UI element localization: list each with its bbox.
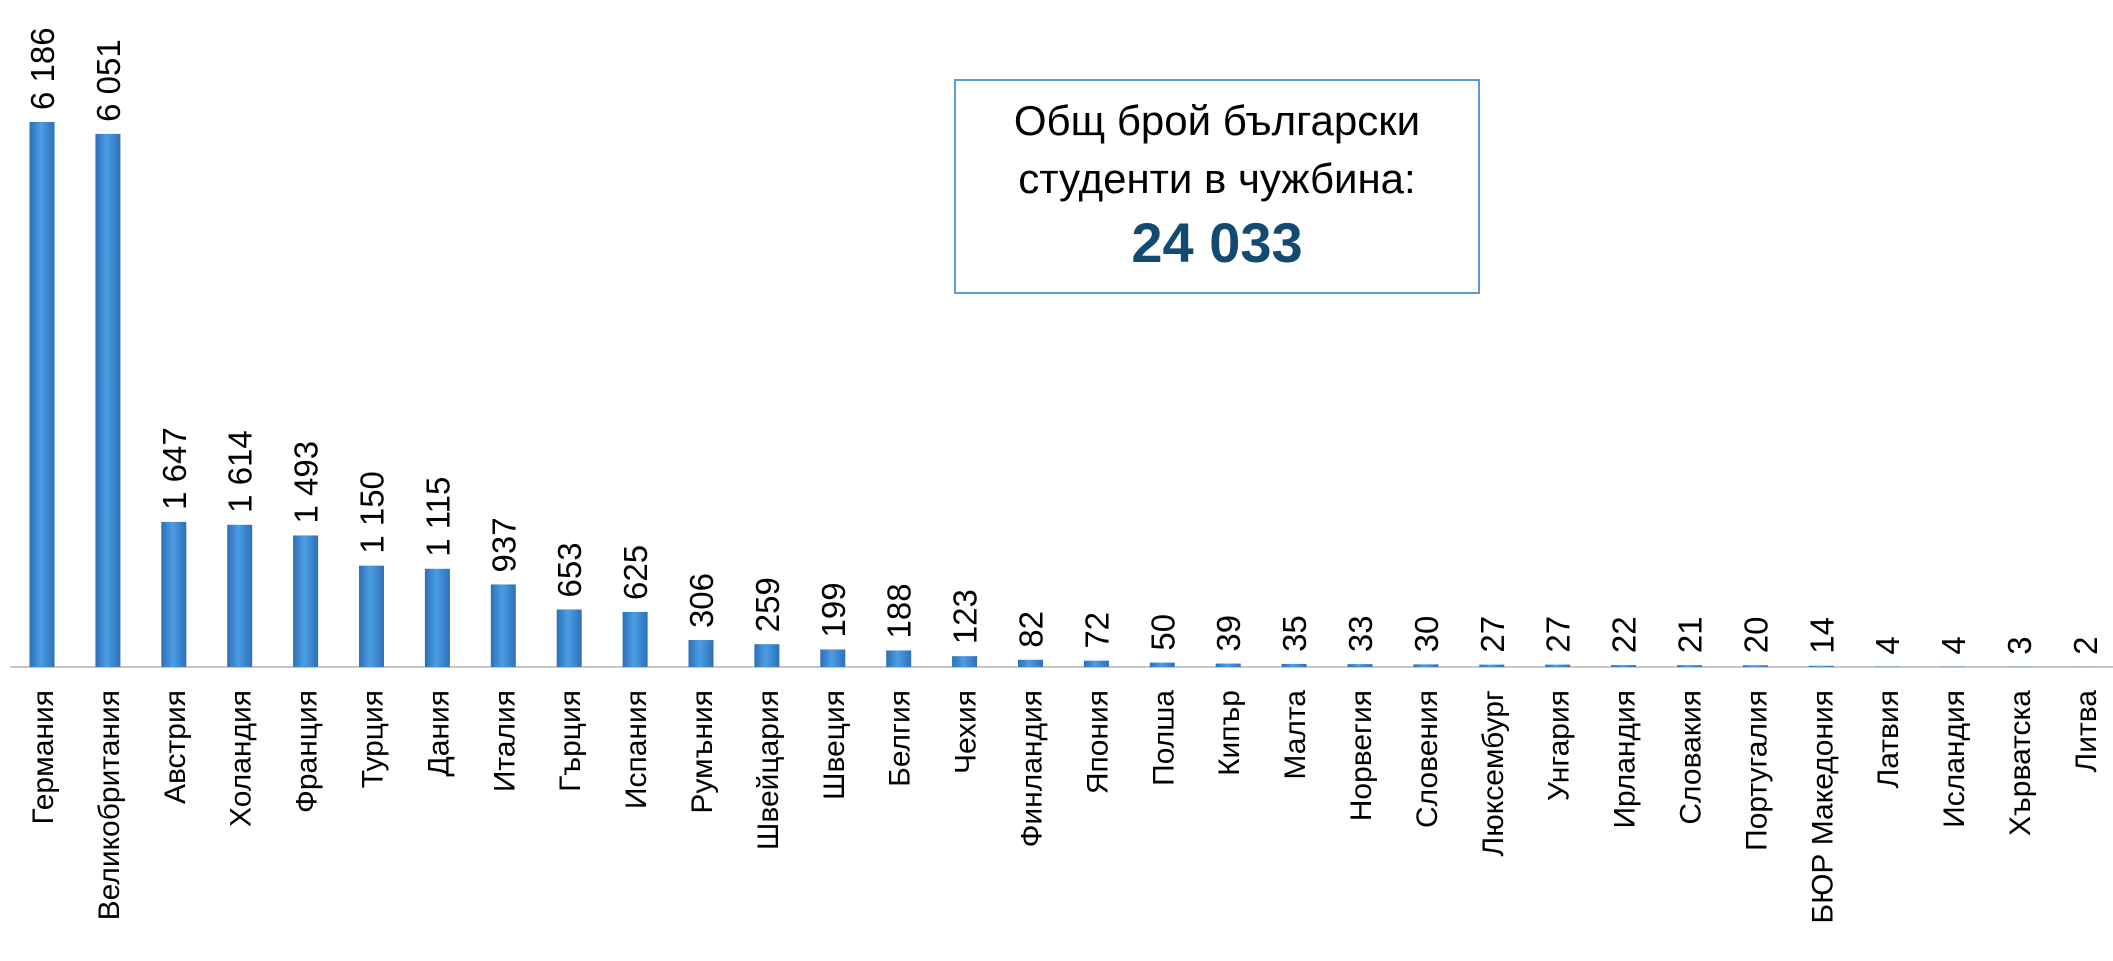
bar — [425, 569, 450, 667]
annotation-line: студенти в чужбина: — [1018, 155, 1415, 202]
category-label: Дания — [422, 690, 455, 777]
bar — [1545, 665, 1570, 667]
value-label: 4 — [1935, 636, 1972, 654]
category-label: БЮР Македония — [1806, 690, 1839, 924]
value-label: 21 — [1672, 616, 1709, 653]
value-label: 653 — [551, 542, 588, 597]
bar — [359, 566, 384, 667]
category-label: Унгария — [1543, 690, 1576, 801]
value-label: 82 — [1013, 611, 1050, 648]
category-label: Белгия — [884, 690, 917, 787]
annotation-total: 24 033 — [1131, 211, 1302, 274]
category-label: Чехия — [950, 690, 983, 774]
category-label: Холандия — [225, 690, 258, 827]
value-label: 188 — [881, 583, 918, 638]
category-label: Люксембург — [1477, 690, 1510, 856]
value-label: 39 — [1210, 615, 1247, 652]
bar — [1084, 661, 1109, 667]
bar — [1743, 665, 1768, 667]
bar — [1348, 664, 1373, 667]
category-label: Кипър — [1213, 690, 1246, 776]
bar — [952, 656, 977, 667]
category-label: Румъния — [686, 690, 719, 814]
bar — [95, 134, 120, 667]
category-label: Швейцария — [752, 690, 785, 850]
value-label: 1 150 — [354, 471, 391, 554]
bar — [1216, 664, 1241, 667]
category-label: Малта — [1279, 690, 1312, 780]
value-label: 35 — [1276, 615, 1313, 652]
value-label: 22 — [1606, 616, 1643, 653]
bar — [754, 644, 779, 667]
value-label: 27 — [1474, 616, 1511, 653]
value-label: 27 — [1540, 616, 1577, 653]
category-label: Финландия — [1016, 690, 1049, 847]
annotation-line: Общ брой български — [1014, 97, 1420, 144]
value-label: 259 — [749, 577, 786, 632]
category-label: Франция — [291, 690, 324, 813]
value-label: 123 — [947, 589, 984, 644]
bar — [161, 522, 186, 667]
category-label: Хърватска — [2004, 690, 2037, 836]
category-label: Полша — [1147, 690, 1180, 786]
bar — [689, 640, 714, 667]
value-label: 6 186 — [24, 27, 61, 110]
bar — [1479, 665, 1504, 667]
value-label: 2 — [2067, 636, 2104, 654]
category-label: Исландия — [1938, 690, 1971, 828]
value-label: 72 — [1078, 612, 1115, 649]
category-label: Швеция — [818, 690, 851, 800]
bar — [30, 122, 55, 667]
bar — [1413, 664, 1438, 667]
category-label: Германия — [27, 690, 60, 825]
bar — [1809, 666, 1834, 667]
category-label: Словения — [1411, 690, 1444, 828]
value-label: 306 — [683, 573, 720, 628]
value-label: 199 — [815, 582, 852, 637]
bar — [1611, 665, 1636, 667]
value-label: 937 — [485, 517, 522, 572]
value-label: 1 647 — [156, 427, 193, 510]
bar — [1677, 665, 1702, 667]
value-label: 50 — [1144, 614, 1181, 651]
category-label: Турция — [357, 690, 390, 788]
bar — [293, 535, 318, 667]
value-label: 33 — [1342, 615, 1379, 652]
bar — [1282, 664, 1307, 667]
value-label: 1 115 — [419, 477, 456, 557]
value-label: 14 — [1803, 617, 1840, 654]
bar — [557, 609, 582, 667]
category-label: Латвия — [1872, 690, 1905, 788]
category-label: Ирландия — [1609, 690, 1642, 829]
bar — [886, 650, 911, 667]
value-label: 4 — [1869, 636, 1906, 654]
category-label: Норвегия — [1345, 690, 1378, 821]
category-label: Австрия — [159, 690, 192, 804]
bar — [1018, 660, 1043, 667]
category-label: Португалия — [1740, 690, 1773, 851]
category-label: Япония — [1081, 690, 1114, 794]
category-label: Литва — [2070, 690, 2103, 773]
value-label: 3 — [2001, 636, 2038, 654]
value-label: 30 — [1408, 616, 1445, 653]
bar — [491, 584, 516, 667]
bar — [1150, 663, 1175, 667]
value-label: 1 614 — [222, 430, 259, 513]
bar — [227, 525, 252, 667]
category-label: Словакия — [1675, 690, 1708, 825]
bar — [820, 649, 845, 667]
category-label: Испания — [620, 690, 653, 809]
value-label: 1 493 — [288, 441, 325, 524]
value-label: 6 051 — [90, 39, 127, 122]
bar — [623, 612, 648, 667]
value-label: 625 — [617, 545, 654, 600]
category-label: Гърция — [554, 690, 587, 792]
category-label: Великобритания — [93, 690, 126, 920]
value-label: 20 — [1737, 617, 1774, 654]
category-label: Италия — [488, 690, 521, 792]
